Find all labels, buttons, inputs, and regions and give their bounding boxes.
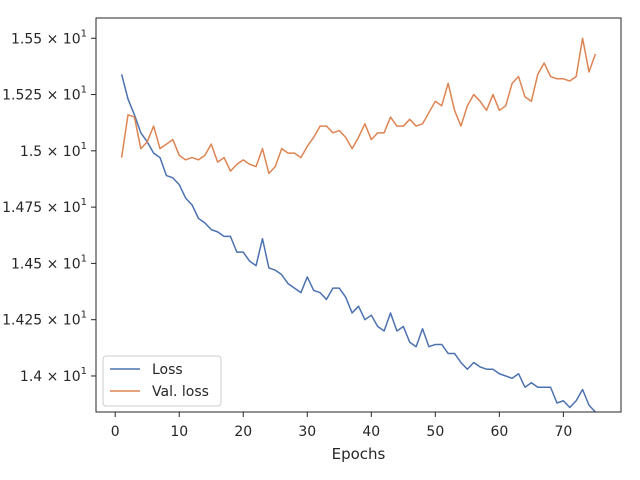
y-tick-label: 1.55 × 101: [11, 28, 87, 47]
series-line-val-loss: [120, 37, 597, 175]
y-tick-label: 1.525 × 101: [2, 85, 87, 104]
legend: Loss Val. loss: [102, 355, 222, 407]
x-tick-label: 0: [111, 424, 120, 440]
x-tick-label: 10: [170, 424, 188, 440]
x-tick-label: 40: [362, 424, 380, 440]
x-axis-ticks: 0 10 20 30 40 50 60 70: [111, 412, 572, 440]
y-tick-label: 1.45 × 101: [11, 253, 87, 272]
plot-frame: [95, 17, 622, 413]
legend-label-val-loss: Val. loss: [152, 384, 209, 400]
x-tick-label: 70: [554, 424, 572, 440]
legend-label-loss: Loss: [152, 362, 183, 378]
y-axis-ticks: 1.4 × 101 1.425 × 101 1.45 × 101 1.475 × 10…: [2, 28, 96, 385]
y-tick-label: 1.4 × 101: [20, 366, 87, 385]
series-lines: [120, 37, 597, 413]
x-tick-label: 30: [298, 424, 316, 440]
x-tick-label: 60: [490, 424, 508, 440]
y-tick-label: 1.5 × 101: [20, 141, 87, 160]
x-tick-label: 50: [426, 424, 444, 440]
series-line-loss: [120, 74, 596, 413]
x-tick-label: 20: [234, 424, 252, 440]
x-axis-label: Epochs: [332, 445, 386, 463]
y-tick-label: 1.425 × 101: [2, 310, 87, 329]
y-tick-label: 1.475 × 101: [2, 197, 87, 216]
